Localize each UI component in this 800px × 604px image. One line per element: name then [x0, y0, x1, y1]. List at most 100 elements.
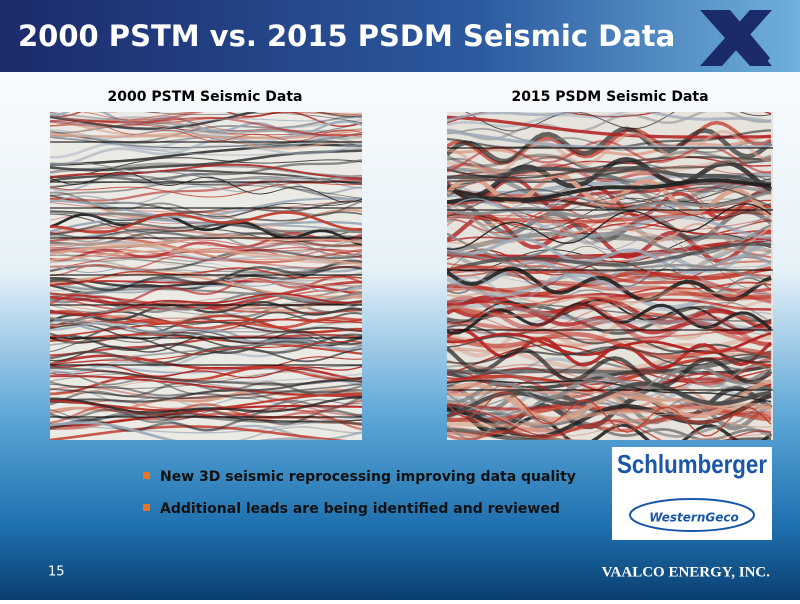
seismic-trace [50, 226, 362, 248]
bullet-marker [143, 472, 150, 479]
seismic-trace [447, 165, 772, 190]
seismic-trace [447, 427, 772, 440]
seismic-trace [50, 365, 362, 396]
seismic-trace [50, 232, 362, 262]
seismic-trace [50, 333, 362, 365]
seismic-trace [50, 382, 362, 400]
seismic-trace [447, 258, 772, 302]
seismic-trace [142, 112, 362, 124]
seismic-trace [447, 410, 772, 440]
seismic-image [447, 112, 773, 440]
seismic-trace [50, 121, 362, 150]
seismic-trace [50, 171, 362, 203]
seismic-trace [447, 214, 772, 231]
seismic-trace [447, 381, 772, 418]
seismic-trace [50, 363, 362, 379]
title-bar [0, 0, 800, 72]
seismic-trace [447, 295, 771, 347]
seismic-trace [447, 112, 772, 141]
seismic-trace [447, 195, 772, 230]
seismic-trace [50, 364, 362, 387]
seismic-trace [447, 290, 772, 318]
seismic-trace [447, 300, 772, 322]
seismic-trace [50, 288, 362, 306]
seismic-trace [447, 335, 772, 367]
seismic-trace [447, 156, 772, 179]
seismic-trace [50, 211, 362, 234]
seismic-trace [447, 203, 772, 251]
seismic-trace [50, 112, 362, 127]
seismic-trace [447, 219, 772, 260]
seismic-trace [50, 293, 362, 310]
seismic-trace [50, 375, 362, 398]
seismic-trace [447, 292, 772, 333]
seismic-trace [50, 197, 362, 219]
seismic-trace [50, 120, 362, 142]
seismic-trace [50, 157, 362, 179]
seismic-trace [447, 175, 772, 212]
seismic-trace [50, 115, 362, 143]
seismic-trace [447, 178, 772, 205]
seismic-trace [447, 112, 628, 128]
seismic-trace [447, 292, 772, 311]
seismic-trace [447, 266, 772, 303]
seismic-trace [50, 136, 362, 156]
seismic-trace [447, 426, 772, 440]
seismic-trace [447, 159, 772, 183]
slide-title: 2000 PSTM vs. 2015 PSDM Seismic Data [18, 19, 675, 53]
seismic-trace [50, 267, 362, 286]
seismic-trace [50, 174, 362, 200]
seismic-trace [50, 301, 362, 323]
seismic-trace [50, 118, 362, 133]
seismic-trace [50, 354, 362, 383]
seismic-trace [50, 340, 362, 365]
seismic-trace [447, 242, 772, 273]
seismic-trace [447, 112, 772, 124]
seismic-trace [50, 409, 362, 433]
logo-text: Schlumberger [617, 449, 767, 479]
partner-logo [612, 447, 772, 540]
seismic-trace [447, 380, 772, 419]
seismic-trace [464, 112, 772, 132]
seismic-trace [50, 333, 362, 355]
seismic-trace [447, 186, 772, 217]
seismic-trace [50, 181, 362, 200]
seismic-trace [50, 213, 362, 246]
seismic-trace [50, 230, 362, 258]
seismic-trace [50, 399, 362, 418]
seismic-trace [447, 252, 772, 283]
seismic-trace [50, 366, 362, 386]
page-number: 15 [48, 565, 65, 580]
seismic-trace [50, 116, 362, 136]
seismic-trace [50, 235, 362, 256]
seismic-trace [50, 221, 362, 239]
seismic-trace [50, 112, 362, 135]
seismic-trace [50, 381, 362, 399]
seismic-trace [50, 133, 362, 159]
seismic-trace [50, 292, 362, 316]
seismic-trace [50, 198, 362, 222]
seismic-trace [447, 411, 772, 440]
seismic-trace [447, 150, 772, 174]
seismic-trace [447, 200, 772, 234]
seismic-trace [50, 112, 362, 137]
seismic-trace [447, 379, 772, 403]
seismic-trace [50, 163, 362, 180]
seismic-trace [50, 176, 362, 204]
seismic-trace [50, 249, 362, 277]
seismic-trace [447, 133, 772, 160]
seismic-trace [447, 391, 772, 437]
seismic-trace [50, 229, 362, 253]
seismic-trace [50, 128, 362, 140]
seismic-trace [50, 301, 362, 316]
seismic-trace [50, 240, 362, 258]
seismic-trace [50, 365, 362, 389]
seismic-trace [50, 372, 362, 395]
seismic-trace [50, 425, 348, 440]
seismic-image [50, 112, 362, 440]
seismic-trace [447, 363, 772, 405]
seismic-trace [447, 190, 772, 219]
bullet-marker [143, 504, 150, 511]
footer-company: VAALCO ENERGY, INC. [602, 564, 771, 580]
